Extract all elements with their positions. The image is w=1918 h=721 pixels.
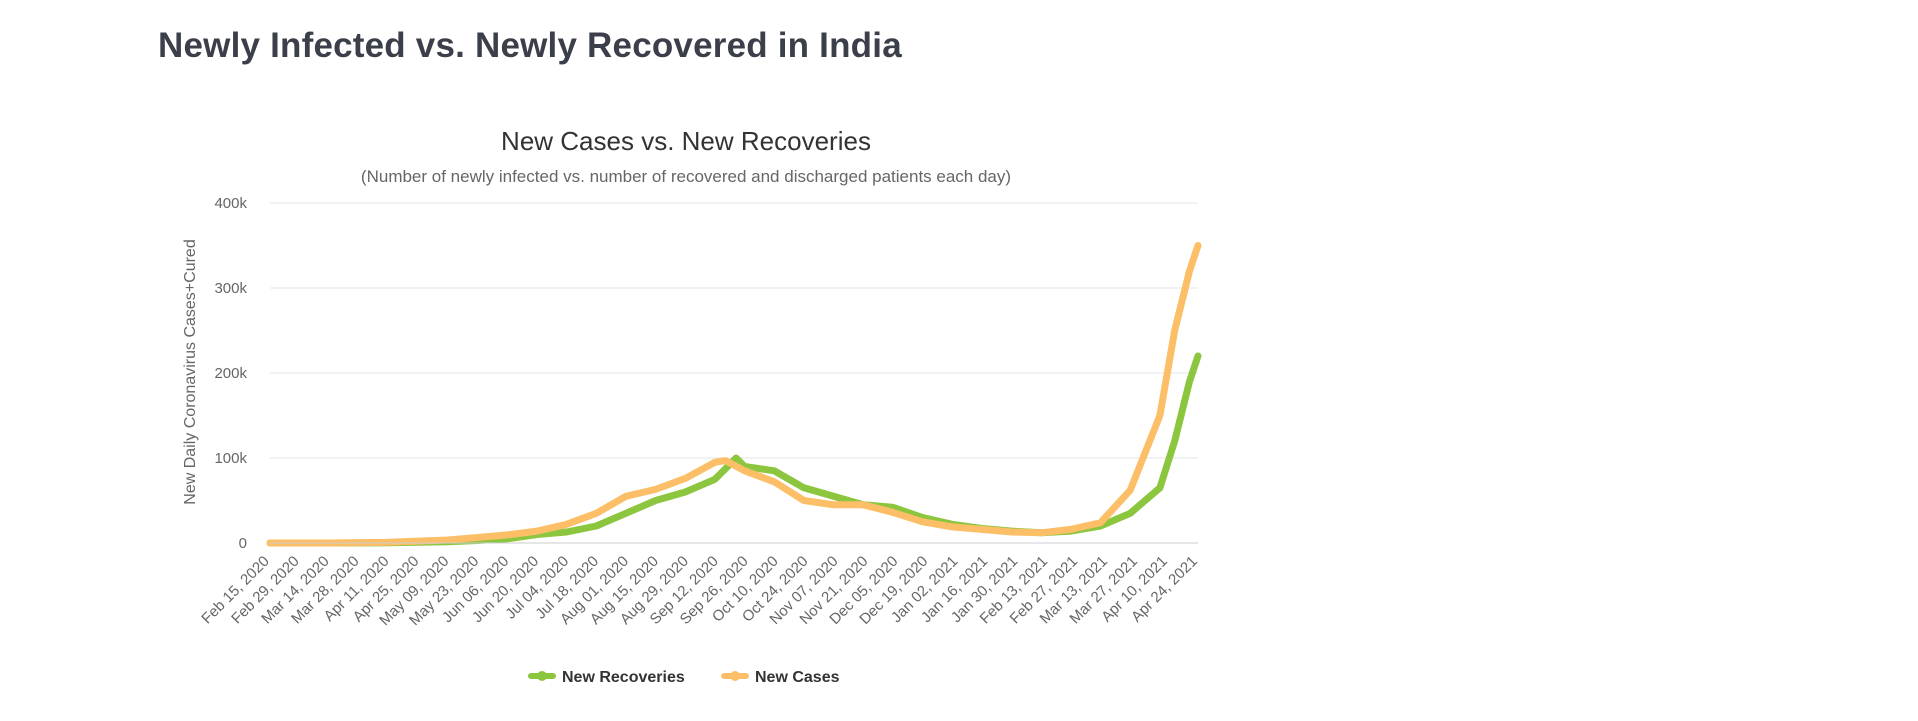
- legend-item-new-cases[interactable]: New Cases: [721, 669, 840, 686]
- y-axis-ticks: 0 100k 200k 300k 400k: [214, 195, 247, 552]
- series-line-new-recoveries: [266, 352, 1202, 547]
- legend-label: New Cases: [755, 669, 840, 686]
- legend-marker: [537, 671, 547, 681]
- series-line-new-cases: [266, 242, 1202, 547]
- chart-subtitle: (Number of newly infected vs. number of …: [361, 167, 1011, 186]
- chart-title: New Cases vs. New Recoveries: [501, 126, 871, 156]
- y-tick-label: 300k: [214, 280, 247, 297]
- y-tick-label: 100k: [214, 450, 247, 467]
- y-tick-label: 400k: [214, 195, 247, 212]
- legend-marker: [730, 671, 740, 681]
- legend[interactable]: New Recoveries New Cases: [528, 669, 840, 686]
- series-lines: [266, 242, 1202, 547]
- gridlines: [270, 202, 1198, 459]
- page-title: Newly Infected vs. Newly Recovered in In…: [158, 26, 902, 65]
- y-tick-label: 200k: [214, 365, 247, 382]
- legend-label: New Recoveries: [562, 669, 685, 686]
- y-tick-label: 0: [239, 535, 247, 552]
- legend-item-new-recoveries[interactable]: New Recoveries: [528, 669, 685, 686]
- y-axis-title: New Daily Coronavirus Cases+Cured: [182, 239, 199, 504]
